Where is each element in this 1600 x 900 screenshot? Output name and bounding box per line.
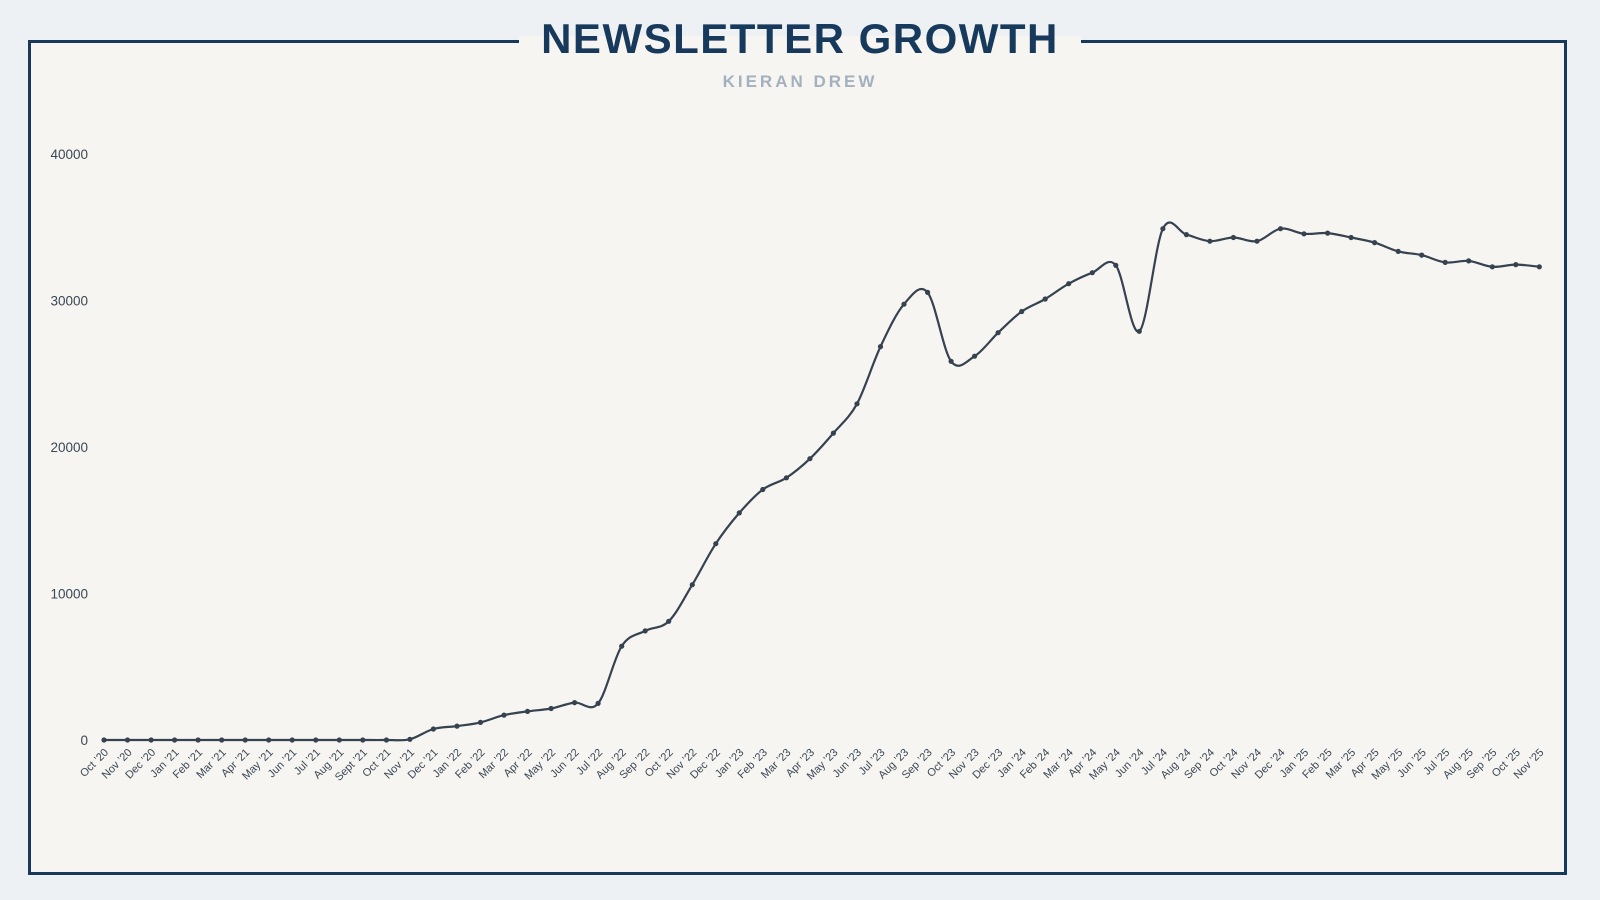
data-point <box>1089 270 1095 276</box>
y-tick-label: 40000 <box>50 147 88 162</box>
data-point <box>1489 264 1495 270</box>
data-point <box>925 289 931 295</box>
data-point <box>195 737 201 743</box>
data-point <box>1419 252 1425 258</box>
data-point <box>1513 262 1519 268</box>
data-point <box>407 736 413 742</box>
data-point <box>266 737 272 743</box>
data-point <box>1442 259 1448 265</box>
data-point <box>619 643 625 649</box>
data-point <box>172 737 178 743</box>
data-point <box>1348 234 1354 241</box>
data-point <box>219 737 225 743</box>
data-point <box>1536 264 1542 270</box>
data-point <box>807 456 813 462</box>
data-point <box>548 705 554 712</box>
data-point <box>1066 281 1072 287</box>
data-point <box>595 700 601 707</box>
growth-line <box>102 221 1541 742</box>
data-point <box>1372 240 1378 246</box>
chart-frame <box>28 40 1567 875</box>
data-point <box>313 737 319 743</box>
data-point <box>360 737 366 743</box>
data-point <box>1395 248 1401 254</box>
data-point <box>1042 296 1048 302</box>
data-point <box>689 582 695 588</box>
data-point <box>477 719 484 726</box>
data-point <box>713 541 719 547</box>
data-point <box>242 737 248 743</box>
data-point <box>830 430 837 436</box>
y-tick-label: 30000 <box>50 294 88 309</box>
data-point <box>101 737 107 743</box>
data-point <box>972 353 978 359</box>
data-point <box>736 510 742 516</box>
data-point <box>1113 262 1119 268</box>
data-point <box>430 726 436 732</box>
data-point <box>524 708 531 715</box>
data-point <box>1207 238 1213 244</box>
data-point <box>383 737 389 743</box>
data-point <box>1136 328 1142 334</box>
data-point <box>1254 238 1260 244</box>
y-tick-label: 20000 <box>50 440 88 455</box>
y-tick-label: 10000 <box>50 587 88 602</box>
data-point <box>783 475 790 481</box>
data-point <box>454 723 460 729</box>
data-point <box>877 344 884 350</box>
data-point <box>995 330 1001 336</box>
page-subtitle: KIERAN DREW <box>722 72 878 91</box>
data-point <box>1325 230 1331 236</box>
data-point <box>1301 231 1307 237</box>
data-point <box>572 700 578 706</box>
data-point <box>901 301 907 307</box>
data-point <box>760 486 766 493</box>
data-point <box>289 737 295 743</box>
data-point <box>336 737 342 743</box>
data-point <box>1019 308 1025 315</box>
y-tick-label: 0 <box>80 733 88 748</box>
data-point <box>124 737 131 743</box>
data-point <box>666 618 672 624</box>
data-point <box>501 712 507 718</box>
data-point <box>1160 226 1166 232</box>
data-point <box>854 401 860 407</box>
data-point <box>1277 226 1284 232</box>
data-point <box>1230 234 1236 241</box>
data-point <box>1466 258 1472 264</box>
data-point <box>948 358 954 364</box>
data-point <box>148 737 154 743</box>
data-point <box>1183 232 1189 238</box>
data-point <box>642 628 648 634</box>
